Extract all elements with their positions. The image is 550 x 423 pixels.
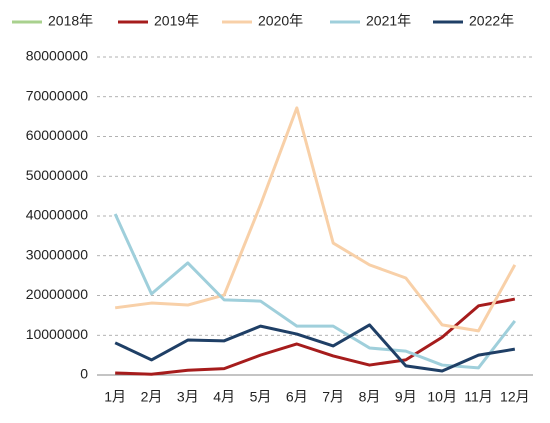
x-tick-label: 9月 (395, 389, 417, 405)
y-tick-label: 10000000 (26, 326, 89, 342)
legend-label: 2020年 (258, 13, 303, 29)
y-tick-label: 60000000 (26, 127, 89, 143)
x-tick-label: 6月 (286, 389, 308, 405)
legend-label: 2021年 (366, 13, 411, 29)
y-tick-label: 70000000 (26, 87, 89, 103)
y-tick-label: 50000000 (26, 167, 89, 183)
series-line (114, 106, 517, 333)
series-line (115, 297, 516, 376)
series-line (113, 213, 517, 370)
series-line (114, 323, 516, 373)
x-tick-label: 10月 (427, 389, 457, 405)
x-tick-label: 1月 (104, 389, 126, 405)
y-tick-label: 20000000 (26, 286, 89, 302)
y-tick-label: 30000000 (26, 246, 89, 262)
x-tick-label: 2月 (141, 389, 163, 405)
y-tick-label: 80000000 (26, 48, 89, 64)
legend-label: 2018年 (48, 13, 93, 29)
x-tick-label: 5月 (250, 389, 272, 405)
legend-label: 2019年 (154, 13, 199, 29)
x-tick-label: 12月 (500, 389, 530, 405)
x-tick-label: 3月 (177, 389, 199, 405)
x-tick-label: 8月 (359, 389, 381, 405)
y-tick-label: 40000000 (26, 207, 89, 223)
x-tick-label: 11月 (464, 389, 493, 405)
x-tick-label: 4月 (213, 389, 235, 405)
y-tick-label: 0 (80, 366, 88, 382)
legend-label: 2022年 (469, 13, 514, 29)
x-tick-label: 7月 (322, 389, 344, 405)
